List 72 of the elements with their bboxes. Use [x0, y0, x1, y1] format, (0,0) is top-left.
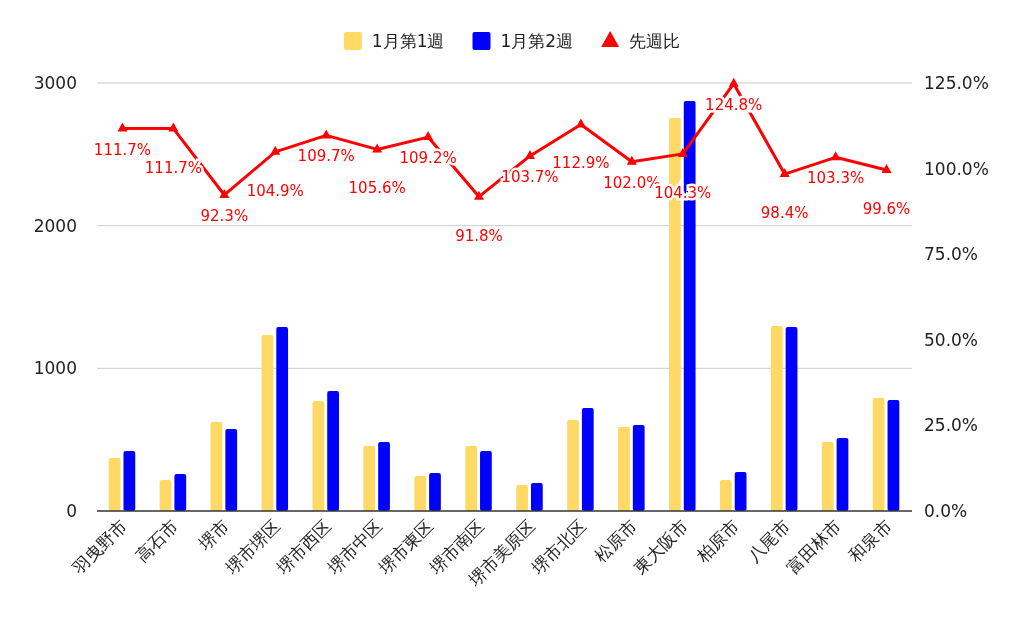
x-tick-label: 高石市 — [132, 515, 183, 566]
bar — [618, 426, 630, 511]
point — [270, 145, 281, 155]
bar — [123, 451, 136, 511]
bar — [414, 476, 427, 511]
bar — [429, 473, 441, 511]
y-tick-label: 2000 — [33, 215, 77, 236]
x-tick-label: 堺市 — [194, 515, 234, 555]
data-label: 109.7% — [297, 147, 355, 166]
legend-label: 1月第1週 — [371, 31, 445, 51]
x-tick-label: 柏原市 — [691, 515, 743, 567]
point — [626, 155, 637, 165]
point — [881, 163, 892, 173]
bar — [465, 446, 478, 511]
bar — [516, 485, 528, 511]
bar — [530, 483, 543, 511]
point — [677, 147, 688, 157]
data-label: 111.7% — [93, 140, 152, 159]
bar — [872, 398, 885, 511]
y-tick-label: 0 — [66, 501, 77, 521]
point — [423, 131, 434, 141]
bar — [821, 441, 834, 511]
bar — [480, 451, 492, 511]
point — [321, 129, 332, 139]
point — [117, 122, 128, 132]
bar — [378, 441, 390, 511]
bar — [363, 446, 376, 511]
y2-tick-label: 50.0% — [924, 329, 979, 350]
data-label: 92.3% — [200, 206, 249, 225]
data-label: 91.8% — [455, 226, 503, 245]
point — [219, 188, 230, 198]
bar — [174, 474, 187, 511]
bar — [581, 408, 594, 511]
bar — [261, 335, 274, 511]
bar — [719, 480, 732, 511]
bar — [632, 424, 645, 511]
bar — [887, 400, 900, 511]
bar — [734, 472, 747, 511]
bar — [108, 458, 121, 511]
bar — [225, 428, 238, 511]
point — [830, 151, 841, 161]
y2-tick-label: 25.0% — [924, 415, 979, 436]
point — [779, 168, 790, 178]
data-label: 99.6% — [862, 199, 911, 218]
y-tick-label: 1000 — [33, 358, 77, 379]
bar — [276, 327, 289, 511]
bar — [159, 480, 172, 511]
bar — [836, 437, 849, 511]
y2-tick-label: 100.0% — [924, 158, 989, 179]
point — [168, 122, 179, 132]
data-label: 105.6% — [348, 179, 406, 198]
y2-tick-label: 125.0% — [924, 73, 989, 93]
data-label: 103.3% — [806, 169, 865, 188]
y2-tick-label: 0.0% — [924, 501, 968, 521]
bar — [567, 419, 579, 511]
data-label: 104.9% — [246, 181, 304, 200]
point — [372, 143, 383, 153]
bar — [312, 401, 325, 511]
x-tick-label: 和泉市 — [845, 515, 896, 566]
bar — [210, 421, 223, 511]
point — [474, 190, 485, 200]
y2-tick-label: 75.0% — [924, 244, 979, 265]
bar — [770, 326, 783, 511]
point — [524, 149, 535, 159]
data-label: 98.4% — [760, 204, 809, 223]
legend-label: 1月第2週 — [500, 31, 574, 51]
bar — [327, 391, 339, 511]
point — [728, 77, 739, 87]
data-label: 111.7% — [144, 158, 203, 177]
bar — [785, 327, 798, 511]
legend-label: 先週比 — [629, 31, 681, 51]
y-tick-label: 3000 — [33, 73, 77, 93]
